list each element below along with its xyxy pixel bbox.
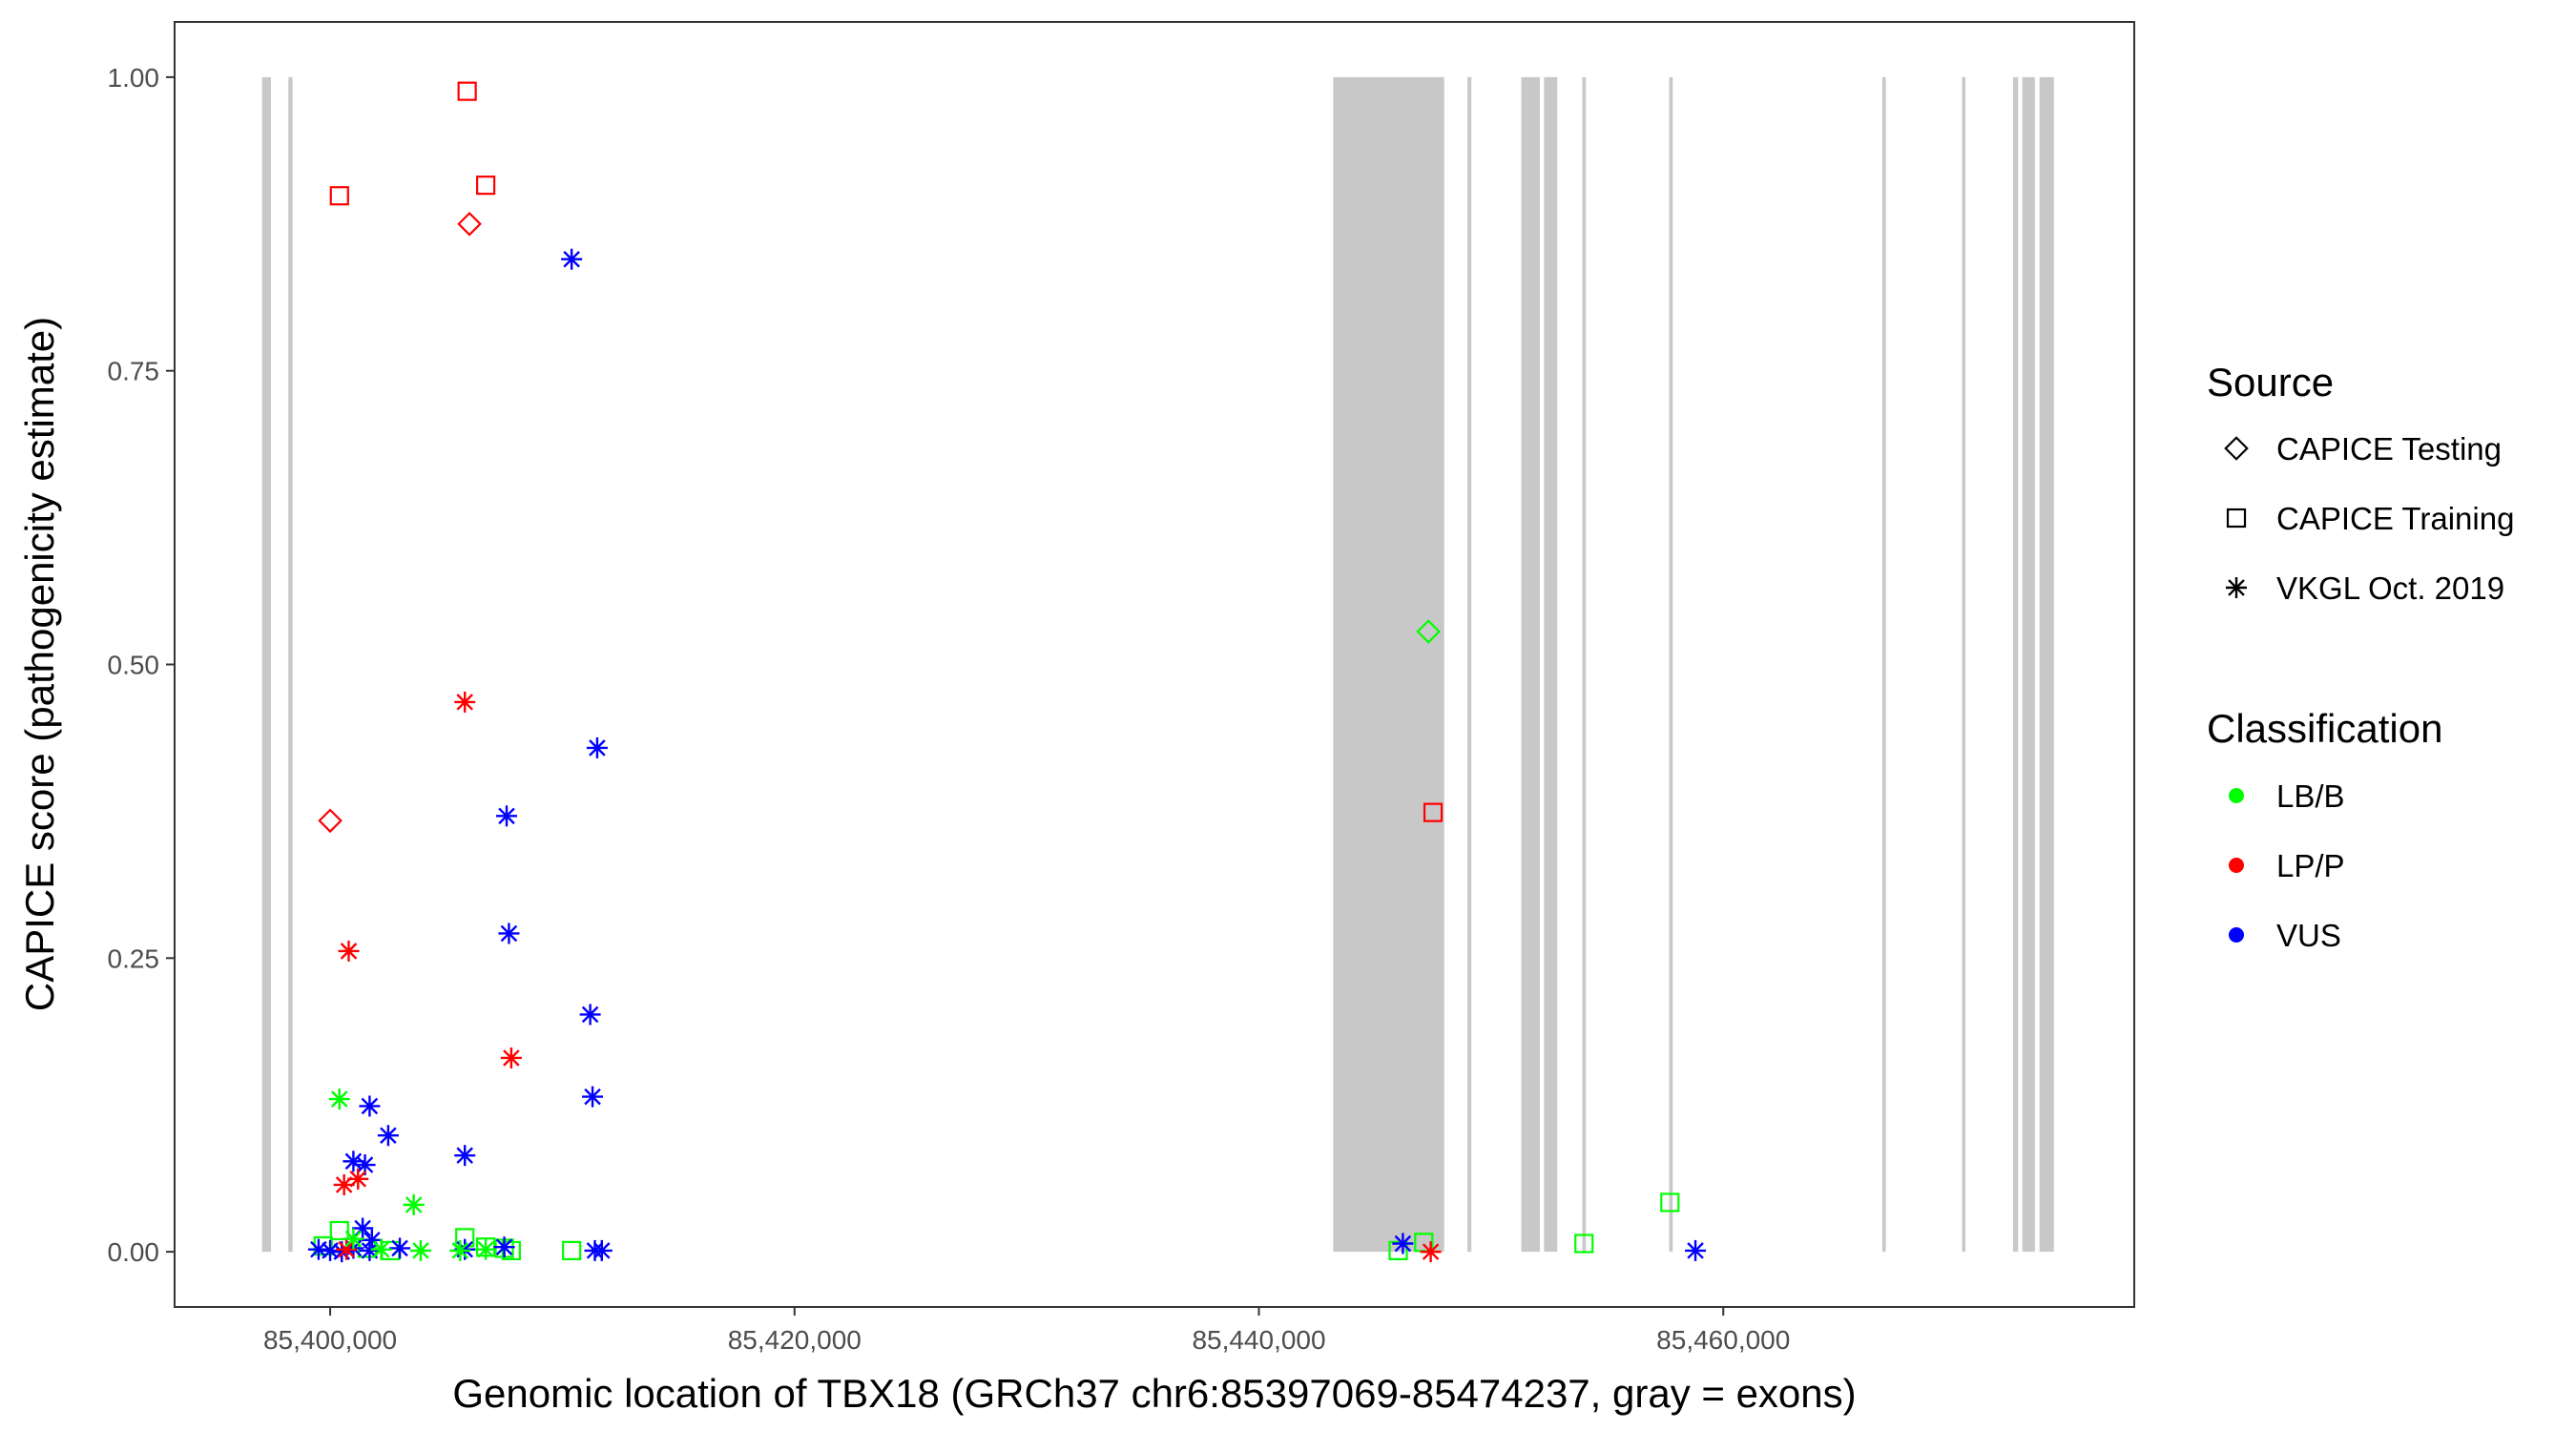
- data-point: [475, 1238, 497, 1260]
- data-point: [449, 1239, 471, 1261]
- data-point: [1685, 1239, 1707, 1261]
- exon-bands: [261, 76, 2054, 1253]
- data-points: [307, 81, 1707, 1263]
- data-point: [377, 1125, 399, 1147]
- legend-classification-key: [2229, 858, 2244, 873]
- data-point: [561, 248, 583, 270]
- data-point: [582, 1086, 604, 1108]
- legend-classification-key: [2229, 788, 2244, 803]
- x-tick-label: 85,420,000: [728, 1325, 862, 1355]
- data-point: [347, 1168, 369, 1190]
- data-point: [496, 805, 518, 827]
- y-tick-label: 0.75: [108, 357, 160, 386]
- y-axis: 0.00 0.25 0.50 0.75 1.00: [108, 63, 175, 1267]
- exon-band: [1521, 76, 1540, 1253]
- exon-band: [1582, 76, 1587, 1253]
- data-point: [579, 1004, 601, 1026]
- legend-source-entries: CAPICE Testing CAPICE Training VKGL Oct. 2…: [2224, 431, 2514, 606]
- data-point: [359, 1239, 381, 1261]
- x-tick-label: 85,460,000: [1656, 1325, 1790, 1355]
- exon-band: [1881, 76, 1886, 1253]
- legend-source-label: CAPICE Training: [2276, 501, 2514, 536]
- data-point: [336, 1238, 358, 1260]
- exon-band: [261, 76, 271, 1253]
- legend-classification-key: [2229, 927, 2244, 943]
- data-point: [457, 211, 482, 237]
- exon-band: [1333, 76, 1444, 1253]
- data-point: [591, 1239, 613, 1261]
- data-point: [586, 736, 608, 758]
- y-tick-label: 0.50: [108, 651, 160, 680]
- legend-source-key: [2226, 577, 2247, 598]
- legend-source-label: VKGL Oct. 2019: [2276, 570, 2504, 606]
- data-point: [498, 923, 520, 944]
- data-point: [343, 1228, 364, 1250]
- data-point: [370, 1238, 392, 1260]
- exon-band: [1669, 76, 1673, 1253]
- legend-source-label: CAPICE Testing: [2276, 431, 2502, 467]
- exon-band: [1467, 76, 1472, 1253]
- data-point: [318, 808, 343, 834]
- data-point: [307, 1238, 329, 1260]
- data-point: [320, 1239, 342, 1261]
- legend-source-title: Source: [2207, 360, 2334, 404]
- data-point: [500, 1047, 522, 1068]
- legend-source-key: [2226, 508, 2247, 529]
- data-point: [1420, 1241, 1442, 1263]
- data-point: [338, 940, 360, 962]
- y-tick-label: 0.00: [108, 1237, 160, 1267]
- data-point: [493, 1236, 515, 1258]
- data-point: [1416, 619, 1441, 644]
- data-point: [562, 1240, 582, 1260]
- data-point: [359, 1095, 381, 1117]
- exon-band: [1962, 76, 1966, 1253]
- y-axis-title: CAPICE score (pathogenicity estimate): [17, 317, 62, 1011]
- legend: Source Classification CAPICE TestingCAPI…: [2207, 360, 2514, 953]
- legend-classification-entries: LB/B LP/P VUS: [2229, 778, 2345, 953]
- data-point: [328, 1089, 350, 1110]
- x-tick-label: 85,440,000: [1192, 1325, 1325, 1355]
- data-point: [1423, 802, 1444, 822]
- data-point: [457, 81, 477, 101]
- y-tick-label: 0.25: [108, 944, 160, 973]
- legend-source-key: [2224, 436, 2249, 461]
- exon-band: [2022, 76, 2035, 1253]
- legend-classification-label: LP/P: [2276, 848, 2345, 883]
- data-point: [329, 186, 349, 206]
- exon-band: [2039, 76, 2054, 1253]
- x-axis-title: Genomic location of TBX18 (GRCh37 chr6:8…: [452, 1371, 1856, 1416]
- legend-classification-label: LB/B: [2276, 778, 2345, 814]
- x-axis: 85,400,000 85,420,000 85,440,000 85,460,000: [263, 1307, 1790, 1355]
- exon-band: [2012, 76, 2019, 1253]
- x-tick-label: 85,400,000: [263, 1325, 397, 1355]
- data-point: [501, 1240, 521, 1260]
- data-point: [1574, 1234, 1594, 1254]
- data-point: [1388, 1240, 1408, 1260]
- data-point: [409, 1239, 431, 1261]
- y-tick-label: 1.00: [108, 63, 160, 93]
- data-point: [454, 1145, 476, 1167]
- legend-classification-title: Classification: [2207, 706, 2442, 751]
- exon-band: [288, 76, 293, 1253]
- data-point: [329, 1220, 349, 1241]
- plot-panel: [175, 22, 2134, 1307]
- data-point: [1392, 1233, 1414, 1255]
- data-point: [389, 1237, 411, 1259]
- data-point: [476, 176, 496, 196]
- exon-band: [1544, 76, 1558, 1253]
- data-point: [403, 1193, 425, 1215]
- data-point: [454, 691, 476, 713]
- data-point: [1660, 1192, 1680, 1213]
- legend-classification-label: VUS: [2276, 918, 2341, 953]
